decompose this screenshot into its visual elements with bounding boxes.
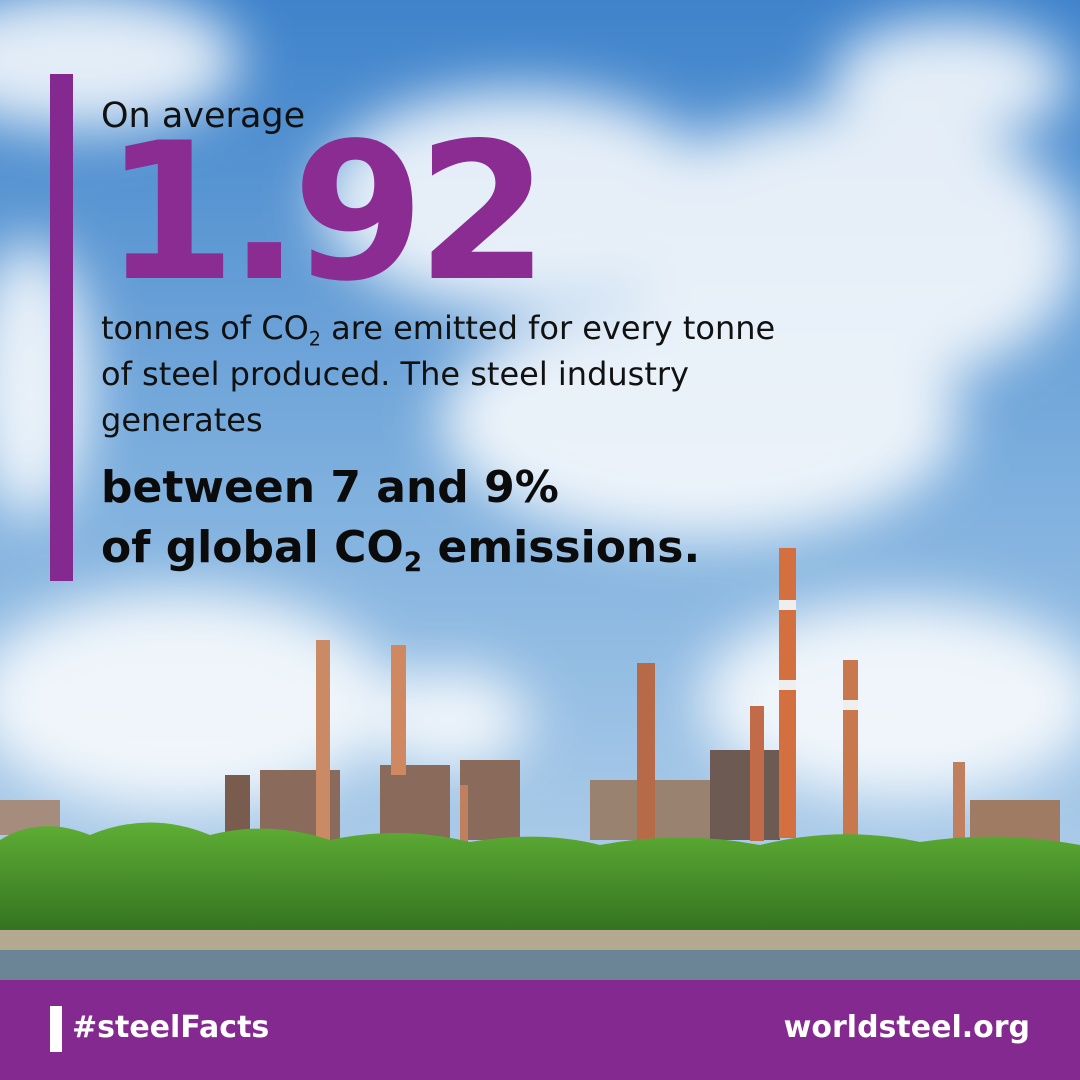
footer: #steelFacts worldsteel.org [0,980,1080,1080]
industrial-landscape-photo [0,0,1080,980]
chimneys [316,548,965,845]
accent-bar [50,74,73,581]
website-link[interactable]: worldsteel.org [783,1010,1030,1045]
hashtag: #steelFacts [72,1010,270,1045]
body-text: tonnes of CO2 are emitted for every tonn… [101,309,776,439]
intro-text: On average [101,96,306,136]
steel-plant [0,750,1060,845]
emphasis-text: between 7 and 9% of global CO2 emissions… [101,462,701,579]
key-figure: 1.92 [104,102,549,323]
footer-accent-bar [50,1006,62,1052]
